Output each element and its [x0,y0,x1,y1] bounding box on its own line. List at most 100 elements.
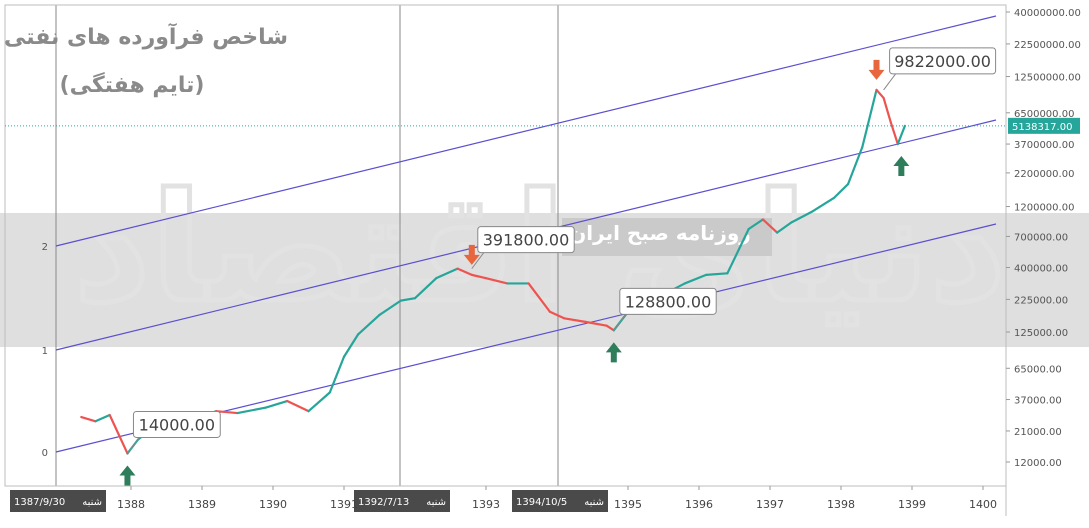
date-separator-label-bg [10,490,106,512]
price-segment [790,210,814,224]
y-tick-label: 1200000.00 [1014,203,1074,214]
price-segment [704,272,729,276]
price-segment [896,124,907,146]
price-segment [307,391,331,413]
callout-leader [883,73,896,91]
price-segment [470,273,488,280]
fib-level-label: 1 [42,346,48,357]
x-tick-label: 1397 [756,498,784,511]
arrow-up-marker [119,465,136,486]
callout-leader [613,314,627,331]
y-tick-label: 21000.00 [1014,427,1062,438]
y-tick-label: 6500000.00 [1014,109,1074,120]
callout-label: 14000.00 [139,415,215,434]
y-tick-label: 2200000.00 [1014,169,1074,180]
y-tick-label: 37000.00 [1014,396,1062,407]
callout-leader [127,437,140,454]
price-segment [861,88,878,149]
y-tick-label: 125000.00 [1014,328,1068,339]
x-tick-label: 1400 [969,498,997,511]
price-segment [286,399,310,413]
date-separator-day: شنبه [426,497,446,508]
price-segment [94,413,111,423]
date-separator-date: 1392/7/13 [358,497,409,508]
price-segment [562,317,587,323]
y-tick-label: 3700000.00 [1014,140,1074,151]
x-tick-label: 1391 [330,498,358,511]
price-segment [456,267,473,276]
current-price-label-bg [1008,117,1080,134]
date-separator-date: 1387/9/30 [14,497,65,508]
watermark-banner-text: روزنامه صبح ایران [569,221,751,245]
callout-box [619,287,717,315]
price-segment [527,282,552,313]
price-segment [875,88,885,100]
price-segment [726,227,750,275]
price-segment [357,313,381,336]
price-segment [811,196,836,213]
fib-level-label: 2 [42,242,48,253]
x-tick-label: 1399 [898,498,926,511]
separators-layer: 1387/9/30 شنبه 1392/7/13 شنبه 1394/10/5 شنبه [10,5,608,512]
current-price-label: 5138317.00 [1012,122,1072,133]
price-segment [882,96,892,124]
callout-label: 9822000.00 [894,52,991,71]
x-tick-label: 1390 [259,498,287,511]
y-tick-label: 225000.00 [1014,295,1068,306]
y-tick-label: 12500000.00 [1014,73,1081,84]
arrow-down-marker [868,59,885,80]
arrow-up-marker [605,342,622,363]
price-segment [264,399,289,409]
arrow-up-marker [893,156,910,177]
date-separator-date: 1394/10/5 [516,497,567,508]
price-segment [378,299,402,317]
price-segment [215,410,239,415]
channel-line [55,15,997,247]
banner-layer: روزنامه صبح ایران [562,218,772,256]
date-separator-day: شنبه [584,497,604,508]
chart-title-line1: شاخص فرآورده های نفتی [4,22,288,50]
price-segment [236,406,267,415]
date-separator-label-bg [512,490,608,512]
price-segment [548,310,566,320]
price-segment [889,120,899,146]
arrow-down-marker [463,244,480,265]
price-segment [484,277,509,285]
x-tick-label: 1398 [827,498,855,511]
y-tick-label: 12000.00 [1014,458,1062,469]
x-tick-label: 1389 [188,498,216,511]
title-layer: شاخص فرآورده های نفتی (تایم هفتگی) [4,22,288,98]
fib-level-label: 0 [42,448,48,459]
y-tick-label: 400000.00 [1014,263,1068,274]
price-segment [80,415,97,423]
y-tick-label: 40000000.00 [1014,8,1081,19]
x-tick-label: 1395 [614,498,642,511]
price-segment [775,221,793,234]
callout-label: 391800.00 [483,231,570,250]
chart-title-line2: (تایم هفتگی) [60,71,205,98]
price-segment [846,146,864,186]
price-segment [328,355,346,394]
callout-box [132,410,221,438]
callout-box [477,226,575,254]
price-segment [747,218,765,231]
price-segment [584,320,608,327]
price-segment [435,267,459,280]
axes-layer: 40000000.00 22500000.00 12500000.00 6500000… [4,4,1081,516]
callout-label: 128800.00 [625,292,712,311]
price-segment [605,324,615,332]
x-tick-label: 1393 [472,498,500,511]
y-tick-label: 65000.00 [1014,364,1062,375]
price-segment [342,333,360,358]
price-segment [683,273,708,285]
callout-leader [471,252,485,269]
watermark-banner-bg [562,218,772,256]
price-segment [108,413,129,455]
price-segment [761,218,779,234]
y-tick-label: 700000.00 [1014,232,1068,243]
callout-box [889,47,997,75]
price-segment [399,297,417,302]
date-separator-day: شنبه [82,497,102,508]
